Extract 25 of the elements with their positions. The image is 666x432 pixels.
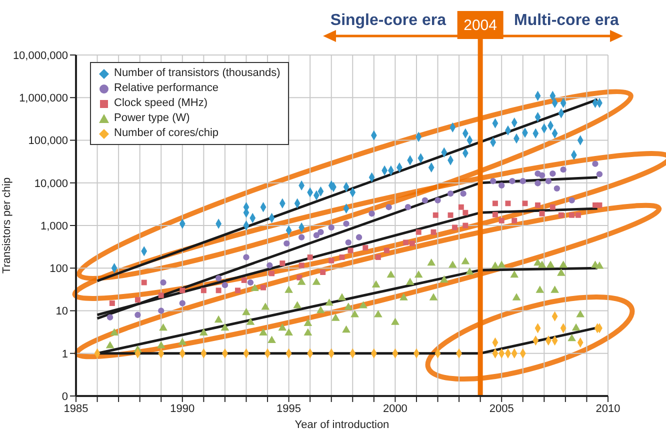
y-tick-label: 10 xyxy=(56,306,68,318)
y-tick-label: 10,000,000 xyxy=(12,50,68,62)
x-tick-label: 1995 xyxy=(276,402,302,415)
x-tick-label: 2000 xyxy=(382,402,408,415)
x-tick-label: 2010 xyxy=(596,402,620,415)
y-tick-label: 1,000,000 xyxy=(19,92,68,105)
y-tick-label: 0 xyxy=(62,390,68,403)
text: Multi-core era xyxy=(514,12,619,30)
y-tick-label: 100,000 xyxy=(28,135,68,148)
legend-label: Relative performance xyxy=(114,81,219,96)
legend-label: Power type (W) xyxy=(114,111,190,126)
y-tick-label: 100 xyxy=(50,263,68,276)
x-tick-label: 1990 xyxy=(170,402,195,415)
y-tick-label: 10,000 xyxy=(34,178,68,190)
x-tick-label: 2005 xyxy=(489,402,514,415)
x-axis-title: Year of introduction xyxy=(294,419,390,431)
ref-line-label: 2004 xyxy=(464,17,498,34)
legend-label: Number of cores/chip xyxy=(114,126,219,141)
legend-label: Clock speed (MHz) xyxy=(114,96,208,111)
legend-label: Number of transistors (thousands) xyxy=(114,66,280,81)
text: Single-core era xyxy=(330,12,446,30)
x-tick-label: 1985 xyxy=(64,402,88,415)
y-tick-label: 1 xyxy=(62,348,68,360)
y-axis-title: Transistors per chip xyxy=(0,177,13,274)
y-tick-label: 1,000 xyxy=(40,220,68,232)
